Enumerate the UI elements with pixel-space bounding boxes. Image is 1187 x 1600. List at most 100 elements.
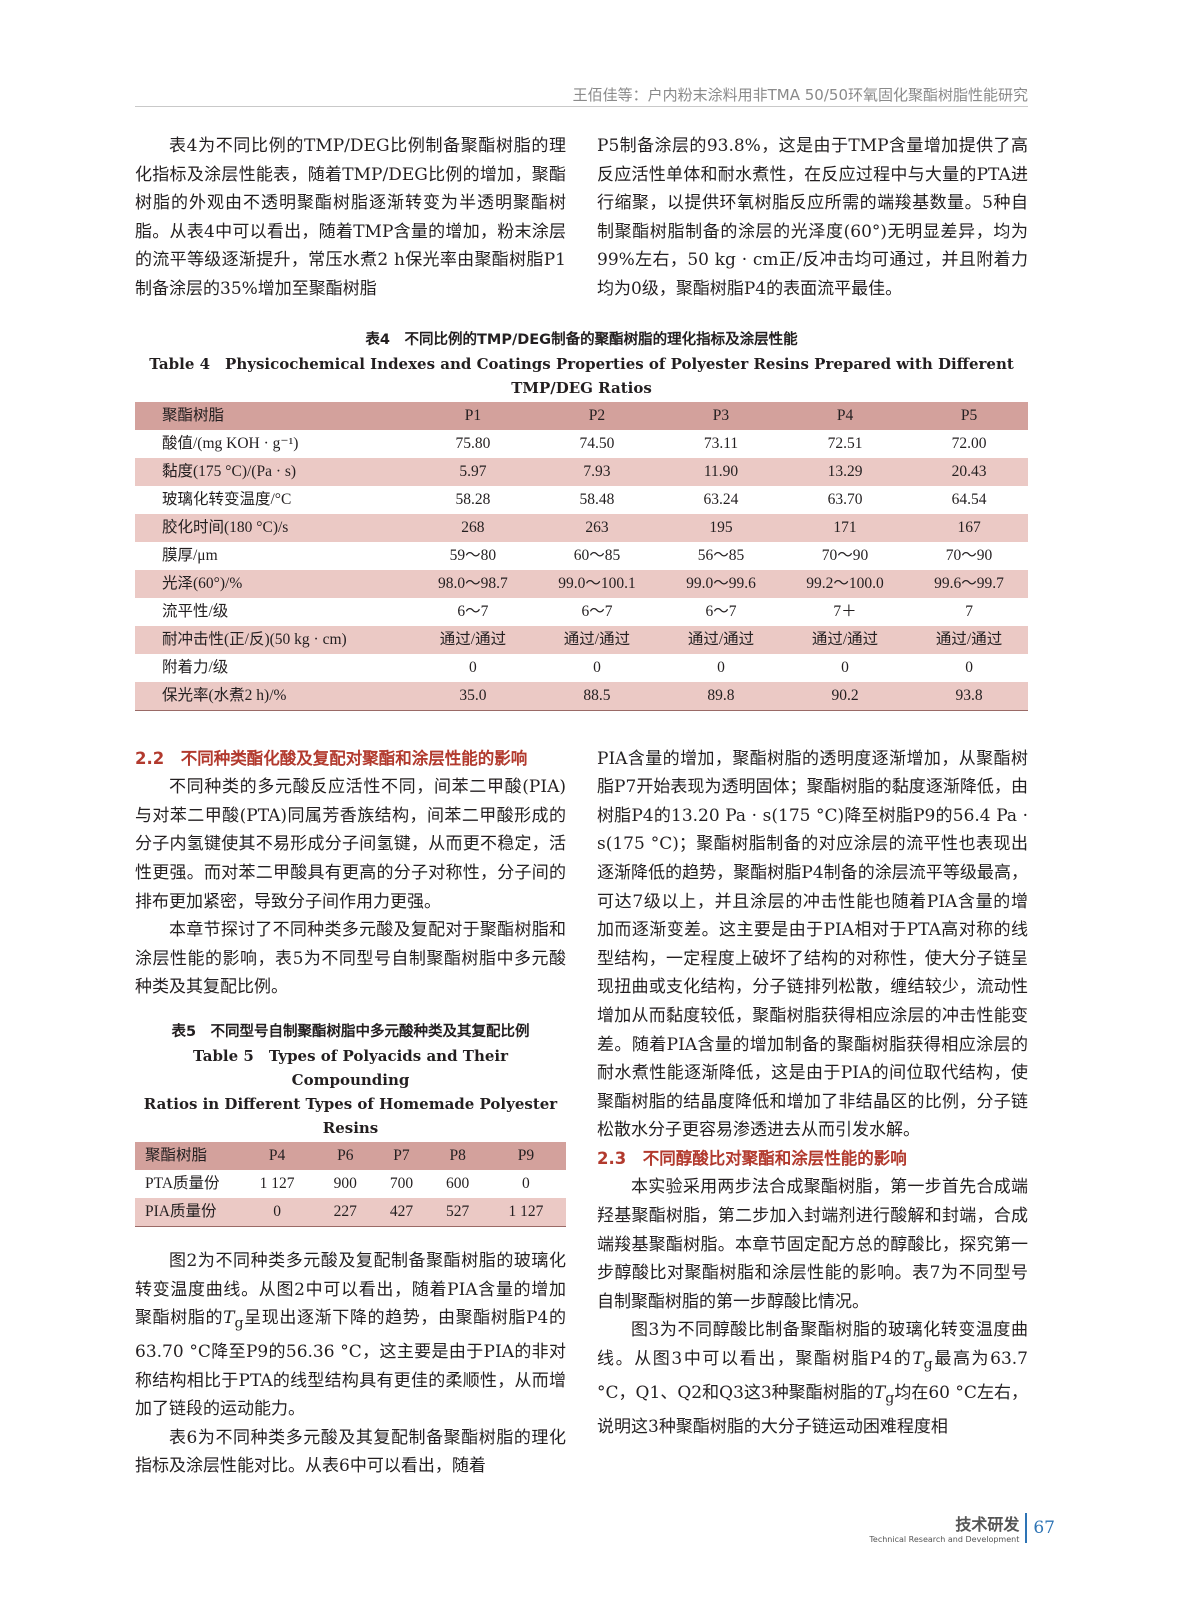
- table-cell: P1: [414, 401, 532, 430]
- right-column: PIA含量的增加，聚酯树脂的透明度逐渐增加，从聚酯树脂P7开始表现为透明固体；聚…: [597, 745, 1028, 1442]
- row-label-cell: 附着力/级: [162, 658, 229, 676]
- table-row: 流平性/级 6～7 6～7 6～7 7＋ 7: [135, 598, 1028, 626]
- paragraph: 图2为不同种类多元酸及复配制备聚酯树脂的玻璃化转变温度曲线。从图2中可以看出，随…: [135, 1250, 566, 1420]
- row-label-cell: 保光率(水煮2 h)/%: [135, 681, 414, 711]
- table-row: 酸值/(mg KOH · g⁻¹) 75.80 74.50 73.11 72.51 72.…: [135, 430, 1028, 458]
- table-cell: 171: [779, 513, 911, 542]
- row-label-cell: 聚酯树脂: [135, 401, 414, 430]
- table-cell: P7: [373, 1141, 430, 1170]
- paragraph: 图3为不同醇酸比制备聚酯树脂的玻璃化转变温度曲线。从图3中可以看出，聚酯树脂P4…: [597, 1320, 1028, 1437]
- table-cell: 60～85: [573, 546, 621, 564]
- table-cell: 5.97: [414, 457, 532, 486]
- row-label-cell: 聚酯树脂: [135, 1141, 237, 1170]
- paragraph: P5制备涂层的93.8%，这是由于TMP含量增加提供了高反应活性单体和耐水煮性，…: [597, 136, 1028, 299]
- table-cell: 13.29: [779, 457, 911, 486]
- table-cell: 70～90: [945, 546, 993, 564]
- footer-section: 技术研发 Technical Research and Development: [869, 1511, 1019, 1544]
- table-cell: 99.0～100.1: [531, 569, 663, 598]
- table5-caption-en-1: Table 5 Types of Polyacids and Their Com…: [193, 1046, 508, 1089]
- table-cell: 75.80: [455, 434, 491, 452]
- table-row: 膜厚/μm 59～80 60～85 56～85 70～90 70～90: [135, 542, 1028, 570]
- table-row: 玻璃化转变温度/°C 58.28 58.48 63.24 63.70 64.54: [135, 486, 1028, 514]
- paragraph: 表4为不同比例的TMP/DEG比例制备聚酯树脂的理化指标及涂层性能表，随着TMP…: [135, 136, 566, 299]
- table-cell: P3: [662, 401, 780, 430]
- table-cell: 89.8: [662, 681, 780, 711]
- table-cell: 600: [446, 1174, 470, 1192]
- table-cell: 427: [373, 1197, 430, 1227]
- table-cell: 72.51: [827, 434, 863, 452]
- table-row: PTA质量份 1 127 900 700 600 0: [135, 1170, 566, 1198]
- row-label-cell: 膜厚/μm: [162, 546, 218, 564]
- table-cell: P6: [317, 1141, 374, 1170]
- running-title: 王佰佳等：户内粉末涂料用非TMA 50/50环氧固化聚酯树脂性能研究: [572, 86, 1028, 104]
- table-cell: 99.6～99.7: [910, 569, 1028, 598]
- table-cell: 6～7: [705, 602, 737, 620]
- table-cell: 63.24: [703, 490, 739, 508]
- table-cell: 900: [333, 1174, 357, 1192]
- table-5: 聚酯树脂 P4 P6 P7 P8 P9 PTA质量份 1 127 900 700 600 0 PIA质量…: [135, 1141, 566, 1227]
- table-row: 胶化时间(180 °C)/s 268 263 195 171 167: [135, 513, 1028, 542]
- row-label-cell: 流平性/级: [162, 602, 229, 620]
- top-columns: 表4为不同比例的TMP/DEG比例制备聚酯树脂的理化指标及涂层性能表，随着TMP…: [135, 132, 1028, 304]
- table-cell: 6～7: [457, 602, 489, 620]
- table-cell: 11.90: [662, 457, 780, 486]
- table-cell: 88.5: [531, 681, 663, 711]
- row-label-cell: 耐冲击性(正/反)(50 kg · cm): [135, 625, 414, 654]
- row-label-cell: PIA质量份: [135, 1197, 237, 1227]
- table-cell: 73.11: [703, 434, 739, 452]
- table5-caption-cn: 表5 不同型号自制聚酯树脂中多元酸种类及其复配比例: [171, 1023, 530, 1040]
- table-cell: 90.2: [779, 681, 911, 711]
- table-cell: 64.54: [951, 490, 987, 508]
- table-cell: 167: [910, 513, 1028, 542]
- top-left-column: 表4为不同比例的TMP/DEG比例制备聚酯树脂的理化指标及涂层性能表，随着TMP…: [135, 132, 566, 304]
- table-row: PIA质量份 0 227 427 527 1 127: [135, 1197, 566, 1227]
- table-cell: 0: [965, 658, 973, 676]
- table-cell: 0: [237, 1197, 318, 1227]
- row-label-cell: PTA质量份: [145, 1174, 220, 1192]
- table-cell: 通过/通过: [910, 625, 1028, 654]
- left-column: 2.2 不同种类酯化酸及复配对聚酯和涂层性能的影响 不同种类的多元酸反应活性不同…: [135, 745, 566, 1481]
- table-cell: 227: [317, 1197, 374, 1227]
- row-label-cell: 黏度(175 °C)/(Pa · s): [135, 457, 414, 486]
- table-cell: 通过/通过: [531, 625, 663, 654]
- table-cell: 1 127: [259, 1174, 295, 1192]
- row-label-cell: 玻璃化转变温度/°C: [162, 490, 292, 508]
- table-cell: 通过/通过: [779, 625, 911, 654]
- table-cell: 70～90: [821, 546, 869, 564]
- footer-section-cn: 技术研发: [955, 1515, 1020, 1535]
- table-cell: 72.00: [951, 434, 987, 452]
- table-cell: 63.70: [827, 490, 863, 508]
- table-cell: P8: [429, 1141, 486, 1170]
- table-cell: P2: [531, 401, 663, 430]
- table-cell: P4: [779, 401, 911, 430]
- paragraph: PIA含量的增加，聚酯树脂的透明度逐渐增加，从聚酯树脂P7开始表现为透明固体；聚…: [597, 748, 1028, 1141]
- table-cell: 98.0～98.7: [414, 569, 532, 598]
- table-cell: 93.8: [910, 681, 1028, 711]
- table-cell: 59～80: [449, 546, 497, 564]
- table-cell: 58.28: [455, 490, 491, 508]
- bottom-columns: 2.2 不同种类酯化酸及复配对聚酯和涂层性能的影响 不同种类的多元酸反应活性不同…: [135, 745, 1028, 1481]
- table-row: 附着力/级 0 0 0 0 0: [135, 654, 1028, 682]
- paragraph: 不同种类的多元酸反应活性不同，间苯二甲酸(PIA)与对苯二甲酸(PTA)同属芳香…: [135, 777, 566, 912]
- footer-section-en: Technical Research and Development: [869, 1535, 1020, 1545]
- page-number: 67: [1025, 1512, 1055, 1543]
- table-cell: 20.43: [910, 457, 1028, 486]
- table-cell: 7＋: [833, 602, 857, 620]
- table-row: 保光率(水煮2 h)/% 35.0 88.5 89.8 90.2 93.8: [135, 681, 1028, 711]
- row-label-cell: 胶化时间(180 °C)/s: [135, 513, 414, 542]
- table-cell: 7: [965, 602, 973, 620]
- row-label-cell: 酸值/(mg KOH · g⁻¹): [162, 434, 299, 452]
- table-cell: 0: [522, 1174, 530, 1192]
- table-cell: 0: [841, 658, 849, 676]
- table-cell: P4: [237, 1141, 318, 1170]
- table-cell: 99.0～99.6: [662, 569, 780, 598]
- table-cell: 268: [414, 513, 532, 542]
- table-cell: 700: [389, 1174, 414, 1192]
- table4-caption-cn: 表4 不同比例的TMP/DEG制备的聚酯树脂的理化指标及涂层性能: [365, 331, 798, 348]
- footer: 技术研发 Technical Research and Development …: [135, 1511, 1055, 1584]
- table-cell: 1 127: [485, 1197, 566, 1227]
- table-cell: 0: [717, 658, 725, 676]
- paragraph: 本章节探讨了不同种类多元酸及复配对于聚酯树脂和涂层性能的影响，表5为不同型号自制…: [135, 920, 566, 998]
- table-row: 耐冲击性(正/反)(50 kg · cm) 通过/通过 通过/通过 通过/通过 通过/通…: [135, 625, 1028, 654]
